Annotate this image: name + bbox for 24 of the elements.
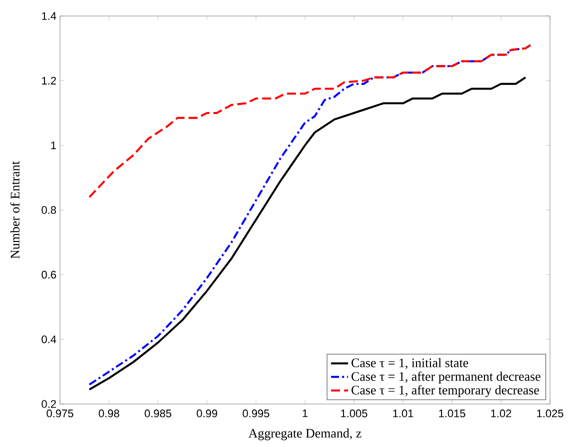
y-tick-label: 0.2	[42, 400, 56, 408]
line-series	[88, 44, 532, 198]
x-tick-label: 1.025	[537, 410, 564, 418]
y-axis-title: Number of Entrant	[10, 161, 20, 259]
x-tick-label: 0.99	[196, 410, 218, 418]
legend-label: Case τ = 1, after temporary decrease	[352, 385, 539, 398]
y-tick-label: 1	[51, 142, 56, 150]
x-tick-label: 1.01	[393, 410, 414, 418]
x-tick-label: 1	[302, 410, 308, 418]
y-tick-label: 0.6	[42, 270, 56, 279]
x-tick-label: 0.98	[98, 410, 120, 418]
x-tick-label: 0.975	[46, 410, 74, 418]
x-axis-title: Aggregate Demand, z	[248, 428, 362, 440]
legend-label: Case τ = 1, after permanent decrease	[352, 372, 540, 384]
x-tick-label: 1.02	[491, 410, 512, 418]
y-tick-label: 1.2	[42, 76, 56, 84]
legend-label: Case τ = 1, initial state	[352, 358, 468, 370]
x-tick-label: 1.005	[341, 410, 368, 418]
y-tick-label: 0.4	[42, 335, 56, 344]
x-tick-label: 0.985	[144, 410, 172, 418]
x-tick-label: 1.015	[439, 410, 466, 418]
x-tick-label: 0.995	[242, 410, 270, 418]
y-tick-label: 1.4	[42, 12, 56, 20]
y-tick-label: 0.8	[42, 206, 56, 214]
